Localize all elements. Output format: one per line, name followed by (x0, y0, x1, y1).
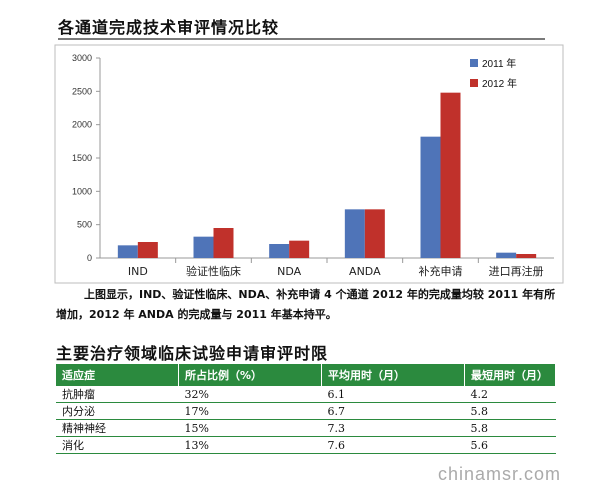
bar-2012 (364, 209, 385, 258)
cell-shortest-time: 5.8 (464, 402, 556, 420)
legend-swatch-2012 (470, 78, 478, 87)
x-tick-label: 进口再注册 (489, 264, 544, 278)
legend-swatch-2011 (470, 58, 478, 67)
chart-caption: 上图显示，IND、验证性临床、NDA、补充申请 4 个通道 2012 年的完成量… (56, 288, 556, 321)
cell-proportion: 15% (178, 419, 322, 437)
cell-average-time: 6.7 (321, 402, 465, 420)
watermark: chinamsr.com (438, 464, 562, 484)
chart-frame (54, 44, 564, 284)
header-proportion: 所占比例（%） (178, 364, 322, 386)
x-tick-label: IND (128, 265, 148, 278)
x-tick-label: ANDA (349, 265, 381, 278)
cell-shortest-time: 5.8 (464, 419, 556, 437)
y-tick-label: 2000 (72, 120, 92, 130)
table-row: 内分泌 17% 6.7 5.8 (56, 402, 556, 420)
legend-item-2012: 2012 年 (470, 75, 517, 90)
cell-proportion: 13% (178, 436, 322, 454)
cell-average-time: 7.3 (321, 419, 465, 437)
header-indication: 适应症 (56, 364, 179, 386)
legend-label-2011: 2011 年 (482, 59, 517, 70)
y-tick-label: 3000 (72, 53, 92, 63)
table-row: 精神神经 15% 7.3 5.8 (56, 419, 556, 437)
bar-2012 (213, 228, 234, 258)
chart-legend: 2011 年 2012 年 (470, 55, 517, 95)
cell-indication: 内分泌 (56, 402, 179, 420)
cell-shortest-time: 5.6 (464, 436, 556, 454)
y-tick-label: 2500 (72, 86, 92, 96)
bar-2011 (269, 244, 290, 258)
y-tick-label: 500 (77, 220, 92, 230)
cell-proportion: 32% (178, 386, 322, 403)
bar-2012 (440, 92, 461, 258)
bar-2011 (344, 209, 365, 258)
bar-2011 (420, 136, 441, 258)
legend-item-2011: 2011 年 (470, 55, 517, 70)
y-tick-label: 1500 (72, 153, 92, 163)
bar-2012 (289, 240, 310, 258)
cell-average-time: 6.1 (321, 386, 465, 403)
cell-indication: 消化 (56, 436, 179, 454)
chart-heading: 各通道完成技术审评情况比较 (58, 18, 280, 37)
x-tick-label: NDA (277, 265, 302, 278)
bar-2011 (193, 236, 214, 258)
header-shortest-time: 最短用时（月） (464, 364, 556, 386)
legend-label-2012: 2012 年 (482, 79, 518, 90)
bar-2011 (496, 252, 517, 258)
header-average-time: 平均用时（月） (321, 364, 465, 386)
cell-shortest-time: 4.2 (464, 386, 556, 403)
bar-2011 (117, 245, 138, 258)
y-tick-label: 0 (87, 253, 92, 263)
cell-indication: 精神神经 (56, 419, 179, 437)
cell-proportion: 17% (178, 402, 322, 420)
table-row: 消化 13% 7.6 5.6 (56, 436, 556, 454)
y-tick-label: 1000 (72, 186, 92, 196)
x-tick-label: 验证性临床 (186, 264, 241, 278)
x-tick-label: 补充申请 (419, 264, 463, 278)
bar-chart: 0 500 1000 1500 2000 2500 3000 IND 验证性临床 NDA ANDA 补… (54, 44, 564, 284)
heading-rule (58, 38, 545, 40)
table-header-row: 适应症 所占比例（%） 平均用时（月） 最短用时（月） (56, 364, 556, 386)
table-row: 抗肿瘤 32% 6.1 4.2 (56, 386, 556, 403)
table-heading: 主要治疗领域临床试验申请审评时限 (56, 344, 329, 363)
bar-2012 (137, 242, 158, 258)
cell-indication: 抗肿瘤 (56, 386, 179, 403)
review-time-table: 适应症 所占比例（%） 平均用时（月） 最短用时（月） 抗肿瘤 32% 6.1 … (56, 364, 556, 454)
cell-average-time: 7.6 (321, 436, 465, 454)
bar-2012 (516, 254, 537, 258)
